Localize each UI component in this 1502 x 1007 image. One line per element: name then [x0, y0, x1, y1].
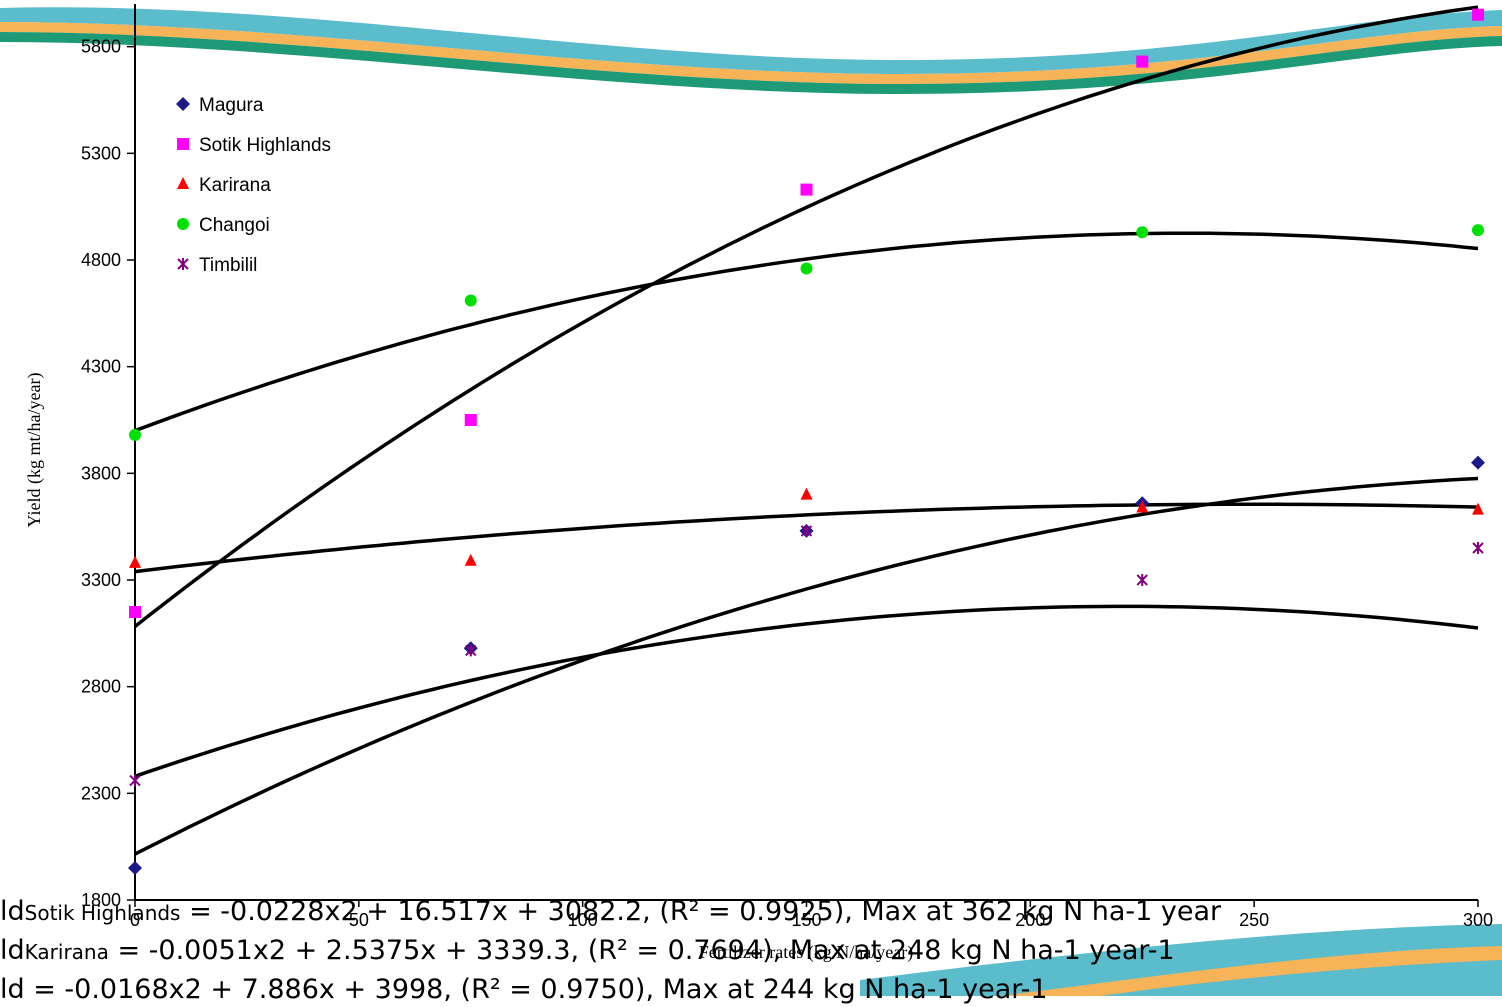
- data-point: [1472, 502, 1484, 515]
- legend-label: Sotik Highlands: [199, 135, 331, 156]
- equation-text: = -0.0168x2 + 7.886x + 3998, (R² = 0.975…: [24, 974, 1048, 1005]
- equation-site: Karirana: [24, 940, 109, 964]
- data-point: [1136, 574, 1148, 586]
- trendline: [134, 476, 1479, 856]
- y-tick-label: 2800: [81, 677, 121, 697]
- data-point: [465, 644, 477, 657]
- equation-text: = -0.0051x2 + 2.5375x + 3339.3, (R² = 0.…: [108, 935, 1175, 966]
- trendline: [134, 231, 1479, 433]
- data-point-layer: [128, 8, 1485, 875]
- header-wave-banner: [0, 0, 1502, 110]
- x-tick-label: 200: [1015, 910, 1045, 930]
- data-point: [464, 294, 477, 307]
- trendline-layer: [133, 5, 1479, 856]
- y-tick-label: 3800: [81, 463, 121, 483]
- data-point: [464, 553, 477, 566]
- legend-marker: [177, 218, 189, 230]
- x-tick-label: 100: [568, 910, 598, 930]
- data-point: [1472, 8, 1484, 21]
- equation-prefix: ld: [0, 935, 25, 966]
- x-tick-label: 300: [1463, 910, 1493, 930]
- equation-line-1: ldSotik Highlands = -0.0228x2 + 16.517x …: [0, 896, 1221, 929]
- data-point: [1136, 500, 1149, 513]
- legend-label: Timbilil: [199, 255, 257, 276]
- footer-wave-teal: [860, 924, 1502, 996]
- trendline: [134, 502, 1479, 574]
- equation-line-3: ld = -0.0168x2 + 7.886x + 3998, (R² = 0.…: [0, 974, 1048, 1007]
- data-point: [1136, 55, 1149, 68]
- y-axis-title: Yield (kg mt/ha/year): [24, 373, 45, 528]
- y-tick-label: 5300: [81, 143, 121, 163]
- axes: 1800 2300 2800 3300 3800 4300 4800 5300 5800 0 50 1…: [81, 4, 1493, 930]
- y-tick-label: 5800: [81, 37, 121, 57]
- data-point: [128, 861, 142, 875]
- x-axis-title: Fertilizer rates (kg N/ha/year): [699, 942, 913, 963]
- equation-line-2: ldKarirana = -0.0051x2 + 2.5375x + 3339.…: [0, 935, 1175, 968]
- wave-green: [0, 32, 1502, 94]
- x-tick-label: 0: [130, 910, 140, 930]
- wave-orange: [0, 22, 1502, 84]
- footer-wave-banner: [860, 924, 1502, 996]
- y-tick-label: 3300: [81, 570, 121, 590]
- legend-marker: [177, 138, 189, 150]
- legend-marker: [176, 97, 190, 111]
- data-point: [129, 428, 141, 441]
- data-point: [800, 524, 813, 537]
- data-point: [129, 774, 141, 787]
- y-tick-label: 4800: [81, 250, 121, 270]
- equation-prefix: ld: [0, 896, 25, 927]
- data-point: [1472, 542, 1484, 554]
- data-point: [129, 606, 141, 618]
- x-tick-label: 250: [1239, 910, 1269, 930]
- data-point: [800, 262, 813, 275]
- data-point: [1136, 226, 1149, 239]
- legend-label: Karirana: [199, 175, 271, 196]
- y-tick-label: 4300: [81, 357, 121, 377]
- y-tick-label: 2300: [81, 783, 121, 803]
- data-point: [464, 414, 477, 426]
- data-point: [1472, 224, 1484, 237]
- data-point: [129, 555, 141, 568]
- trendline: [134, 604, 1479, 778]
- legend-label: Magura: [199, 95, 264, 116]
- x-tick-label: 50: [349, 910, 369, 930]
- footer-wave-orange: [1000, 946, 1502, 996]
- legend-marker: [177, 258, 189, 270]
- y-tick-label: 1800: [81, 890, 121, 910]
- equation-prefix: ld: [0, 974, 25, 1005]
- equation-site: Sotik Highlands: [24, 901, 181, 925]
- legend: Magura Sotik Highlands Karirana Changoi Timb…: [176, 95, 331, 276]
- equation-text: = -0.0228x2 + 16.517x + 3082.2, (R² = 0.…: [180, 896, 1222, 927]
- legend-marker: [177, 177, 189, 189]
- wave-teal: [0, 7, 1502, 74]
- data-point: [1471, 455, 1485, 470]
- data-point: [800, 487, 813, 500]
- legend-label: Changoi: [199, 215, 270, 236]
- x-tick-label: 150: [791, 910, 821, 930]
- data-point: [800, 183, 813, 196]
- trendline: [133, 5, 1479, 628]
